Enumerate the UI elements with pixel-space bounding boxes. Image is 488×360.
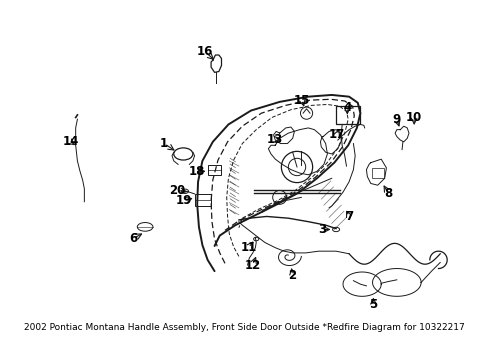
Text: 1: 1: [160, 137, 168, 150]
Text: 18: 18: [189, 165, 205, 178]
Bar: [195, 194, 211, 206]
Bar: [335, 106, 360, 123]
Text: 5: 5: [368, 298, 377, 311]
Text: 12: 12: [244, 258, 260, 271]
Text: 7: 7: [345, 210, 352, 223]
Text: 4: 4: [343, 100, 351, 114]
Text: 17: 17: [328, 129, 345, 141]
Text: 15: 15: [293, 94, 310, 107]
Text: 16: 16: [196, 45, 213, 58]
Bar: [371, 168, 383, 178]
Text: 19: 19: [176, 194, 192, 207]
Bar: [208, 165, 220, 175]
Text: 11: 11: [240, 241, 256, 254]
Text: 13: 13: [266, 133, 282, 146]
Text: 14: 14: [62, 135, 79, 148]
Text: 9: 9: [392, 113, 400, 126]
Text: 3: 3: [318, 223, 325, 236]
Text: 20: 20: [169, 184, 185, 197]
Text: 8: 8: [383, 186, 391, 199]
Text: 2: 2: [288, 269, 296, 282]
Text: 6: 6: [129, 231, 138, 245]
Text: 2002 Pontiac Montana Handle Assembly, Front Side Door Outside *Redfire Diagram f: 2002 Pontiac Montana Handle Assembly, Fr…: [24, 323, 464, 332]
Text: 10: 10: [405, 111, 422, 124]
